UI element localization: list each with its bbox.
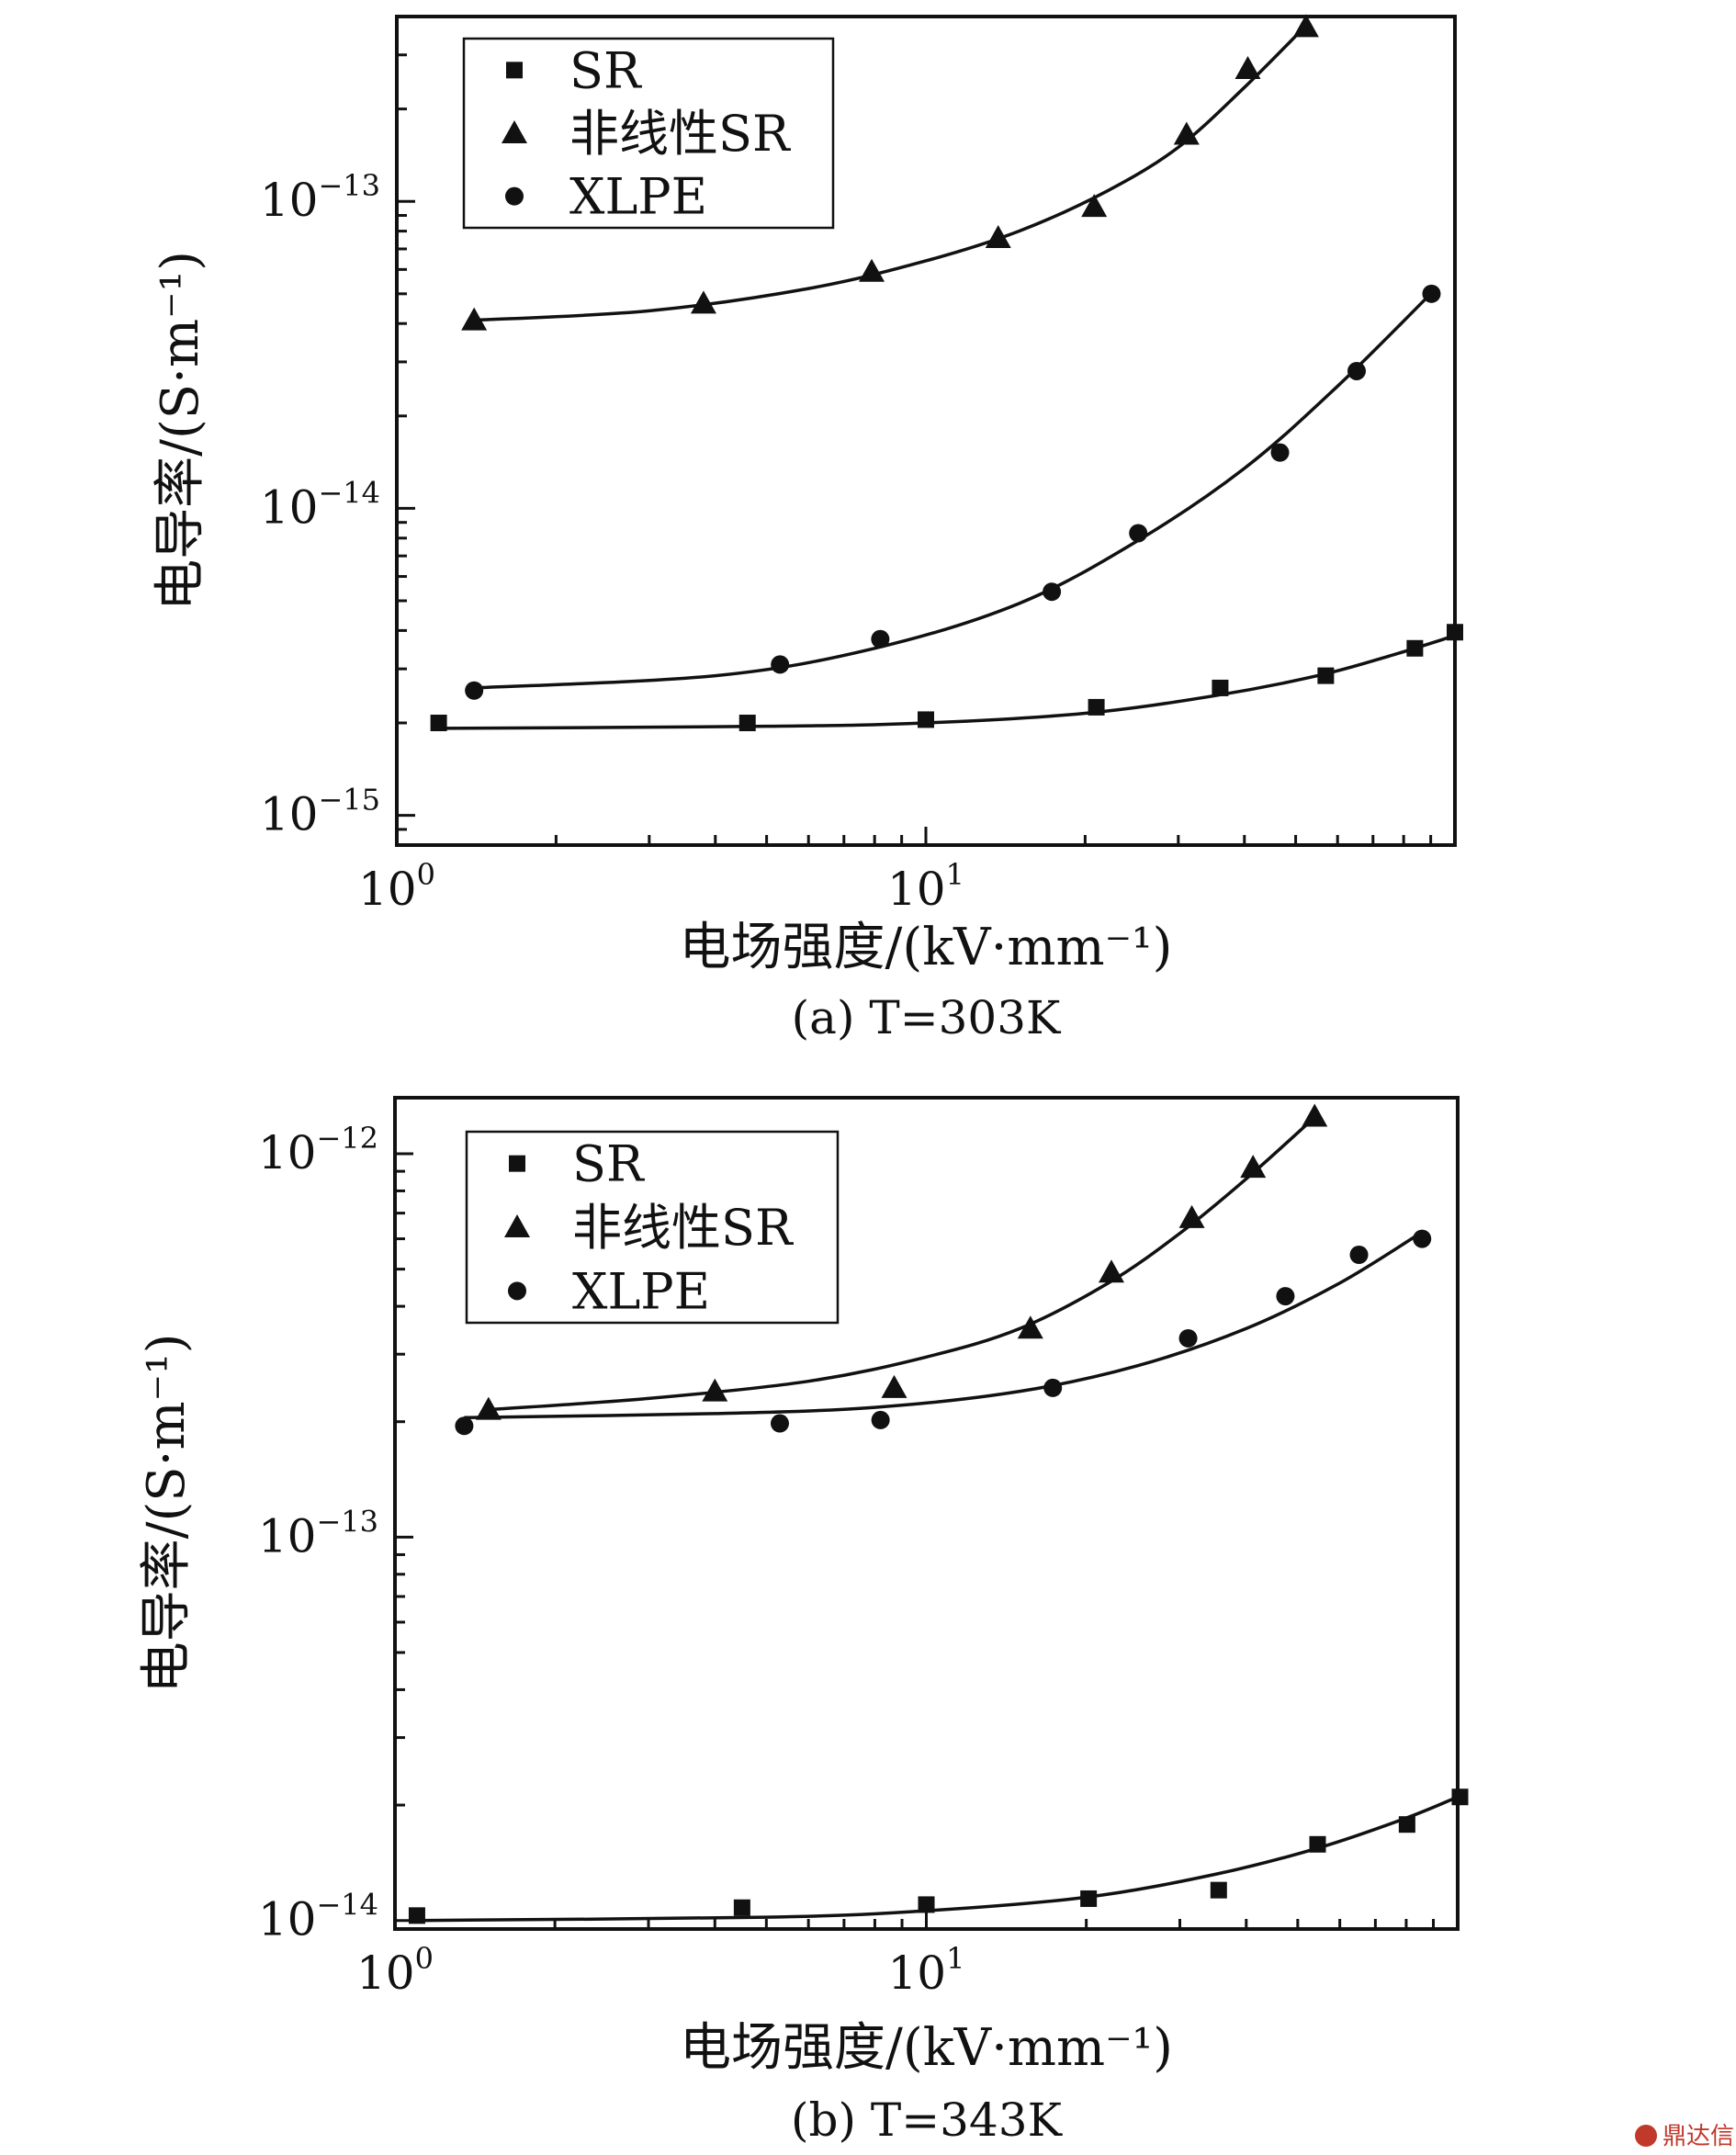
data-point-square — [1398, 1816, 1415, 1833]
data-point-circle — [1413, 1229, 1432, 1248]
series-triangle — [475, 1103, 1328, 1420]
data-point-square — [918, 1896, 935, 1913]
legend-box — [462, 37, 835, 230]
data-point-square — [1088, 698, 1105, 716]
data-point-circle — [1178, 1328, 1198, 1348]
data-point-circle — [1270, 443, 1290, 462]
y-tick-label: 10−13 — [258, 1504, 378, 1563]
data-point-triangle — [1017, 1315, 1043, 1339]
data-point-square — [1080, 1890, 1098, 1907]
data-point-circle — [770, 1414, 789, 1433]
data-point-circle — [465, 681, 484, 700]
data-point-triangle — [1173, 121, 1200, 145]
legend-box — [465, 1130, 840, 1325]
data-point-circle — [455, 1416, 474, 1436]
data-point-square — [1406, 639, 1424, 657]
data-point-triangle — [1178, 1204, 1205, 1228]
data-point-square — [1210, 1881, 1227, 1899]
series-circle — [455, 1229, 1432, 1436]
data-point-triangle — [1098, 1259, 1124, 1283]
data-point-circle — [871, 1410, 890, 1429]
data-point-circle — [1129, 524, 1148, 543]
data-point-triangle — [461, 307, 488, 331]
legend-marker-circle — [505, 186, 524, 206]
series-triangle — [461, 14, 1319, 331]
legend-label: SR — [569, 41, 642, 99]
watermark: 鼎达信 — [1635, 2123, 1734, 2150]
series-square — [430, 624, 1463, 732]
data-point-circle — [1276, 1287, 1295, 1306]
watermark-text: 鼎达信 — [1663, 2123, 1734, 2150]
data-point-triangle — [881, 1374, 907, 1398]
legend-label: 非线性SR — [572, 1199, 794, 1257]
data-point-triangle — [985, 225, 1011, 249]
x-tick-label: 101 — [887, 857, 964, 916]
data-point-circle — [1422, 284, 1441, 303]
data-point-triangle — [1081, 194, 1108, 218]
data-point-square — [1212, 679, 1229, 696]
panel-b-chart: 100 101 10−14 10−13 10−12 电场强度/(kV·mm⁻¹) 电导率/(… — [137, 1096, 1469, 2147]
x-tick-label: 100 — [356, 1941, 434, 2000]
y-tick-label: 10−13 — [260, 168, 380, 227]
x-tick-label: 100 — [358, 857, 435, 916]
data-point-square — [1317, 667, 1335, 684]
panel-a-chart: 100 101 10−15 10−14 10−13 电场强度/(kV·mm⁻¹) 电导率/(… — [151, 14, 1463, 1044]
series-square — [408, 1788, 1469, 1924]
y-tick-label: 10−12 — [258, 1121, 378, 1179]
data-point-triangle — [1302, 1103, 1328, 1127]
fit-curve-circle — [474, 292, 1432, 690]
data-point-square — [408, 1907, 425, 1924]
legend-marker-square — [509, 1155, 525, 1172]
fit-curve-square — [416, 1795, 1459, 1923]
legend-label: SR — [572, 1135, 645, 1193]
legend-label: XLPE — [569, 168, 707, 226]
data-point-triangle — [1240, 1155, 1267, 1179]
data-point-circle — [1043, 1378, 1063, 1397]
data-point-triangle — [702, 1378, 728, 1402]
x-axis-title: 电场强度/(kV·mm⁻¹) — [680, 918, 1173, 977]
data-point-square — [430, 715, 447, 732]
data-point-triangle — [475, 1396, 502, 1420]
legend-label: 非线性SR — [569, 105, 791, 163]
y-axis-title: 电导率/(S·m⁻¹) — [137, 1334, 197, 1694]
legend-marker-triangle — [504, 1214, 530, 1237]
data-point-triangle — [1234, 56, 1261, 80]
legend-marker-square — [506, 62, 523, 79]
series-circle — [465, 284, 1441, 700]
data-point-triangle — [1292, 14, 1319, 38]
data-point-square — [1451, 1788, 1469, 1806]
data-point-square — [1309, 1835, 1326, 1853]
data-point-triangle — [859, 258, 885, 282]
data-point-square — [738, 715, 756, 732]
legend-label: XLPE — [572, 1262, 710, 1320]
x-axis-title: 电场强度/(kV·mm⁻¹) — [680, 2018, 1173, 2078]
legend-marker-triangle — [502, 120, 527, 143]
y-tick-label: 10−15 — [260, 783, 380, 841]
data-point-circle — [1349, 1246, 1369, 1265]
watermark-logo-icon — [1635, 2125, 1657, 2147]
data-point-square — [918, 711, 934, 728]
panel-caption: (a) T=303K — [792, 991, 1062, 1044]
data-point-circle — [771, 655, 790, 674]
panel-caption: (b) T=343K — [791, 2093, 1064, 2147]
y-tick-label: 10−14 — [258, 1888, 378, 1946]
data-point-triangle — [690, 290, 716, 314]
data-point-square — [733, 1899, 750, 1916]
data-point-square — [1447, 624, 1463, 641]
data-point-circle — [1043, 582, 1062, 602]
fit-curve-triangle — [474, 26, 1306, 322]
y-axis-title: 电导率/(S·m⁻¹) — [151, 251, 210, 611]
fit-curve-circle — [464, 1232, 1422, 1419]
legend-marker-circle — [508, 1281, 526, 1301]
data-point-circle — [871, 629, 890, 649]
fit-curve-triangle — [488, 1115, 1317, 1412]
y-tick-label: 10−14 — [260, 475, 380, 534]
x-tick-label: 101 — [888, 1941, 965, 2000]
fit-curve-square — [438, 634, 1456, 730]
data-point-circle — [1347, 361, 1367, 380]
